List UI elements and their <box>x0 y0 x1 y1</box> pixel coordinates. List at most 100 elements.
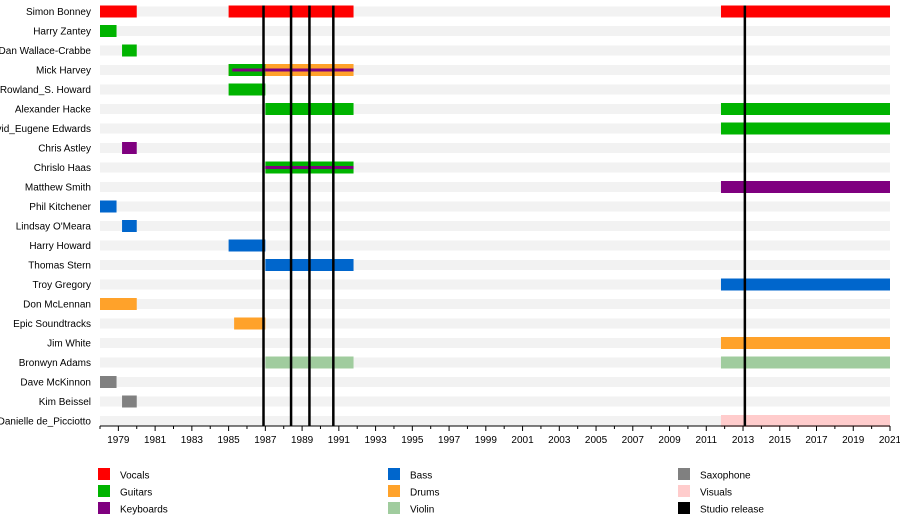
legend-swatch-visuals <box>678 485 690 497</box>
x-tick-label: 1987 <box>254 435 277 446</box>
member-label-thomas-stern: Thomas Stern <box>28 261 91 272</box>
x-tick-label: 2021 <box>879 435 900 446</box>
x-tick-label: 1999 <box>475 435 498 446</box>
x-tick-label: 1985 <box>217 435 240 446</box>
span-saxophone <box>100 376 117 388</box>
legend-swatch-violin <box>388 502 400 514</box>
member-label-danielle-de-picciotto: Danielle de_Picciotto <box>0 417 91 428</box>
member-label-david-eugene-edwards: David_Eugene Edwards <box>0 124 91 135</box>
legend-swatch-saxophone <box>678 468 690 480</box>
legend-label-vocals: Vocals <box>120 471 149 482</box>
row-background <box>100 279 890 290</box>
row-background <box>100 143 890 153</box>
row-background <box>100 123 890 134</box>
legend-swatch-studio <box>678 502 690 514</box>
row-background <box>100 26 890 36</box>
span-violin <box>720 356 890 369</box>
x-tick-label: 1979 <box>107 435 130 446</box>
span-guitars <box>228 83 266 96</box>
member-label-chris-astley: Chris Astley <box>38 144 91 155</box>
legend-swatch-drums <box>388 485 400 497</box>
span-keyboards <box>720 181 890 193</box>
member-label-don-mclennan: Don McLennan <box>23 300 91 311</box>
span-guitars <box>720 122 890 135</box>
row-background <box>100 6 890 17</box>
member-label-dave-mckinnon: Dave McKinnon <box>20 378 91 389</box>
row-background <box>100 201 890 212</box>
legend-label-drums: Drums <box>410 488 439 499</box>
x-tick-label: 1989 <box>291 435 314 446</box>
legend-swatch-keyboards <box>98 502 110 514</box>
span-saxophone <box>122 395 137 408</box>
legend-swatch-guitars <box>98 485 110 497</box>
x-tick-label: 2001 <box>511 435 534 446</box>
legend: Vocals Guitars Keyboards Bass Drums Violin Sax… <box>98 468 764 515</box>
span-bass <box>720 278 890 291</box>
x-tick-label: 2017 <box>805 435 828 446</box>
span-bass <box>100 200 117 213</box>
studio-release-lines <box>262 5 747 426</box>
row-background <box>100 45 890 56</box>
legend-label-bass: Bass <box>410 471 432 482</box>
span-visuals <box>720 415 890 427</box>
member-label-troy-gregory: Troy Gregory <box>32 280 91 291</box>
member-label-jim-white: Jim White <box>47 339 91 350</box>
member-label-alexander-hacke: Alexander Hacke <box>15 105 92 116</box>
row-background <box>100 377 890 387</box>
row-background <box>100 338 890 348</box>
member-label-harry-zantey: Harry Zantey <box>33 27 91 38</box>
row-background <box>100 221 890 231</box>
row-backgrounds <box>100 6 890 426</box>
member-label-rowland-s-howard: Rowland_S. Howard <box>0 85 91 96</box>
span-drums <box>234 317 266 330</box>
legend-label-violin: Violin <box>410 505 434 515</box>
row-background <box>100 260 890 270</box>
x-tick-label: 1995 <box>401 435 424 446</box>
span-vocals <box>720 5 890 18</box>
span-guitars <box>100 25 117 37</box>
x-tick-label: 2015 <box>769 435 792 446</box>
row-background <box>100 65 890 75</box>
member-label-dan-wallace-crabbe: Dan Wallace-Crabbe <box>0 46 91 57</box>
legend-swatch-bass <box>388 468 400 480</box>
member-label-lindsay-o-meara: Lindsay O'Meara <box>16 222 92 233</box>
x-tick-label: 2005 <box>585 435 608 446</box>
x-tick-label: 2011 <box>696 435 718 446</box>
member-label-simon-bonney: Simon Bonney <box>26 7 91 18</box>
x-axis: 1979 1981 1983 1985 1987 1989 1991 1993 1995 1997… <box>99 425 900 446</box>
span-bass <box>122 220 137 232</box>
span-guitars <box>122 44 137 57</box>
x-tick-label: 2003 <box>548 435 571 446</box>
row-background <box>100 416 890 426</box>
legend-label-studio: Studio release <box>700 505 764 515</box>
span-drums <box>100 298 137 310</box>
span-bass <box>228 239 266 252</box>
span-guitars <box>720 103 890 115</box>
legend-label-keyboards: Keyboards <box>120 505 168 515</box>
x-tick-label: 1997 <box>438 435 461 446</box>
member-label-harry-howard: Harry Howard <box>29 241 91 252</box>
legend-swatch-vocals <box>98 468 110 480</box>
member-label-phil-kitchener: Phil Kitchener <box>29 202 91 213</box>
legend-label-guitars: Guitars <box>120 488 152 499</box>
legend-label-saxophone: Saxophone <box>700 471 751 482</box>
member-label-chrislo-haas: Chrislo Haas <box>34 163 91 174</box>
legend-label-visuals: Visuals <box>700 488 732 499</box>
x-tick-label: 2013 <box>732 435 755 446</box>
x-tick-label: 1983 <box>181 435 204 446</box>
span-vocals <box>100 5 137 18</box>
x-tick-label: 1981 <box>144 435 167 446</box>
span-keyboards <box>232 68 354 72</box>
member-label-mick-harvey: Mick Harvey <box>36 66 91 77</box>
member-label-matthew-smith: Matthew Smith <box>25 183 91 194</box>
row-background <box>100 162 890 173</box>
member-labels: Simon Bonney Harry Zantey Dan Wallace-Crab… <box>0 7 92 428</box>
x-tick-label: 2009 <box>658 435 681 446</box>
row-background <box>100 240 890 251</box>
member-label-kim-beissel: Kim Beissel <box>39 397 91 408</box>
member-label-epic-soundtracks: Epic Soundtracks <box>13 319 91 330</box>
row-background <box>100 182 890 192</box>
x-tick-label: 1991 <box>328 435 351 446</box>
row-background <box>100 84 890 95</box>
